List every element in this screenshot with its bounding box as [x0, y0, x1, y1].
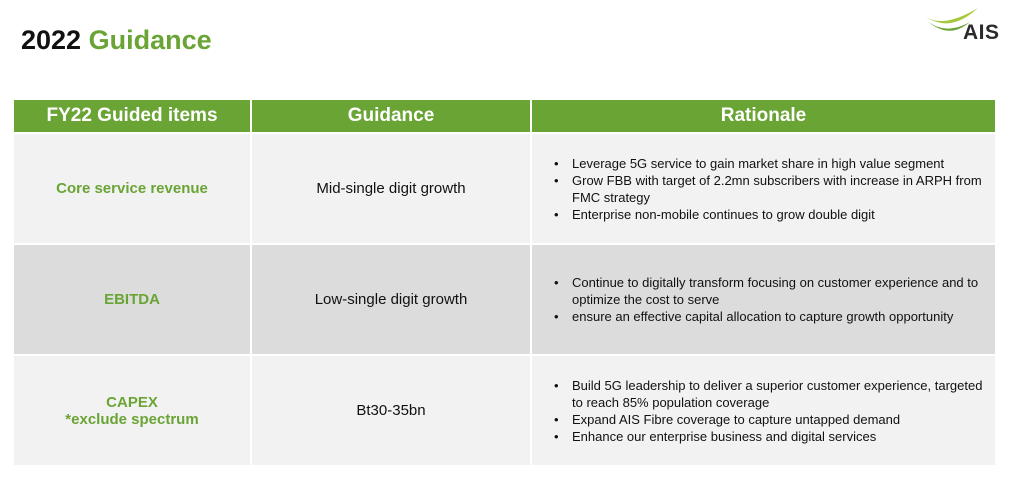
rationale-cell: Build 5G leadership to deliver a superio… — [532, 356, 995, 465]
title-word: Guidance — [88, 25, 212, 55]
rationale-item: Leverage 5G service to gain market share… — [554, 155, 987, 172]
rationale-item: Enhance our enterprise business and digi… — [554, 428, 987, 445]
title-year: 2022 — [21, 25, 82, 55]
rationale-item: Enterprise non-mobile continues to grow … — [554, 206, 987, 223]
table-row: Core service revenue Mid-single digit gr… — [14, 134, 995, 243]
ais-logo: AIS — [912, 4, 1012, 44]
rationale-list: Build 5G leadership to deliver a superio… — [554, 377, 987, 445]
rationale-cell: Continue to digitally transform focusing… — [532, 245, 995, 354]
header-guided-items: FY22 Guided items — [14, 100, 250, 132]
table-row: CAPEX *exclude spectrum Bt30-35bn Build … — [14, 356, 995, 465]
ais-swoosh-icon — [916, 8, 978, 31]
table-header-row: FY22 Guided items Guidance Rationale — [14, 100, 995, 132]
page-title: 2022 Guidance — [21, 24, 212, 56]
rationale-item: ensure an effective capital allocation t… — [554, 308, 987, 325]
guidance-table-wrapper: FY22 Guided items Guidance Rationale Cor… — [12, 98, 997, 467]
rationale-item: Grow FBB with target of 2.2mn subscriber… — [554, 172, 987, 206]
rationale-item: Continue to digitally transform focusing… — [554, 274, 987, 308]
item-label: Core service revenue — [56, 180, 208, 197]
rationale-cell: Leverage 5G service to gain market share… — [532, 134, 995, 243]
guidance-table: FY22 Guided items Guidance Rationale Cor… — [12, 98, 997, 467]
header-guidance: Guidance — [252, 100, 530, 132]
item-cell: CAPEX *exclude spectrum — [14, 356, 250, 465]
item-label: CAPEX — [106, 393, 158, 411]
item-sublabel: *exclude spectrum — [65, 410, 199, 428]
rationale-item: Build 5G leadership to deliver a superio… — [554, 377, 987, 411]
rationale-list: Leverage 5G service to gain market share… — [554, 155, 987, 223]
header-rationale: Rationale — [532, 100, 995, 132]
table-row: EBITDA Low-single digit growth Continue … — [14, 245, 995, 354]
rationale-list: Continue to digitally transform focusing… — [554, 274, 987, 325]
guidance-cell: Low-single digit growth — [252, 245, 530, 354]
item-label: EBITDA — [104, 291, 160, 308]
item-cell: EBITDA — [14, 245, 250, 354]
guidance-cell: Bt30-35bn — [252, 356, 530, 465]
logo-text: AIS — [963, 21, 1000, 44]
rationale-item: Expand AIS Fibre coverage to capture unt… — [554, 411, 987, 428]
item-cell: Core service revenue — [14, 134, 250, 243]
guidance-cell: Mid-single digit growth — [252, 134, 530, 243]
